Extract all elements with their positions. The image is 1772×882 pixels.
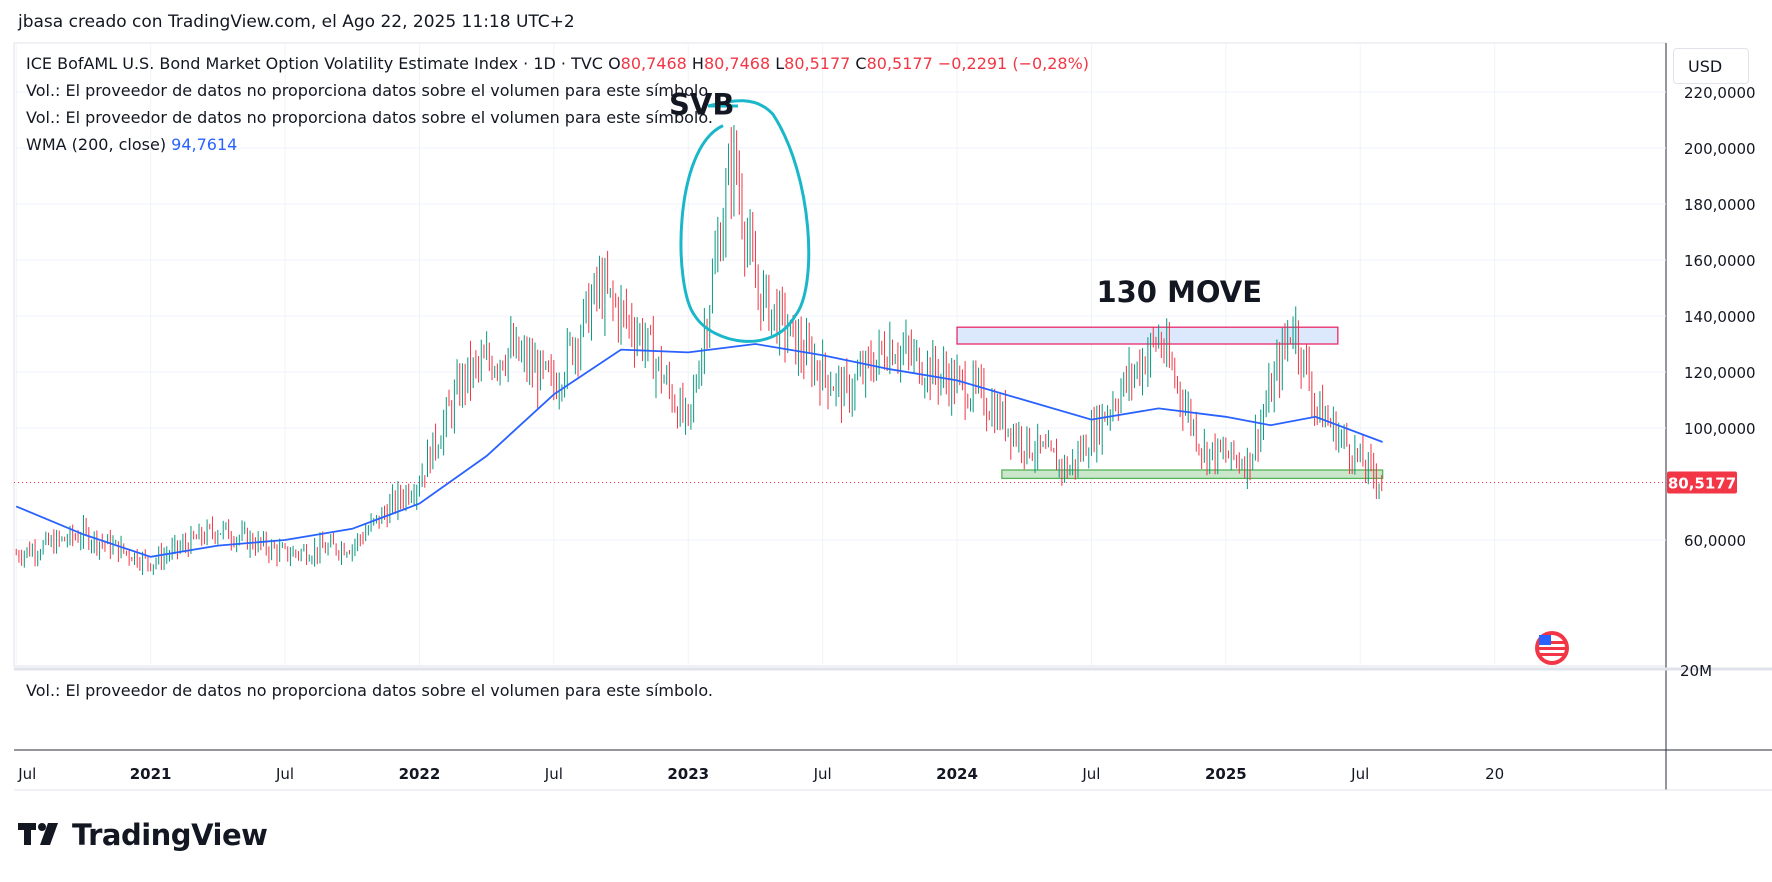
time-axis[interactable]: Jul 2021 Jul 2022 Jul 2023 Jul 2024 Jul 2025 Jul 20 <box>17 765 1504 783</box>
tradingview-logo-icon <box>18 823 58 845</box>
y-tick-label: 200,0000 <box>1684 140 1756 158</box>
legend-l-value: 80,5177 <box>784 54 851 73</box>
tradingview-logo[interactable]: TradingView <box>18 818 268 852</box>
svb-circle <box>679 99 811 343</box>
legend-l-label: L <box>775 54 785 73</box>
legend-volume-note-2: Vol.: El proveedor de datos no proporcio… <box>26 108 713 127</box>
chart-attribution: jbasa creado con TradingView.com, el Ago… <box>18 12 575 32</box>
us-flag-icon <box>1535 631 1569 665</box>
x-tick-label: 2023 <box>667 765 709 783</box>
legend-h-value: 80,7468 <box>703 54 771 73</box>
x-tick-label: 2022 <box>399 765 441 783</box>
y-tick-label: 220,0000 <box>1684 84 1756 102</box>
y-tick-label: 120,0000 <box>1684 364 1756 382</box>
legend-c-value: 80,5177 <box>866 54 933 73</box>
last-price-label: 80,5177 <box>1668 475 1736 493</box>
zones-layer <box>956 326 1384 480</box>
legend-wma-label: WMA (200, close) <box>26 135 167 154</box>
y-tick-label: 160,0000 <box>1684 252 1756 270</box>
x-tick-label: 2025 <box>1205 765 1247 783</box>
currency-selector[interactable]: USD <box>1673 48 1749 84</box>
y-tick-label: 140,0000 <box>1684 308 1756 326</box>
y-tick-label: 100,0000 <box>1684 420 1756 438</box>
legend-ohlc-row: ICE BofAML U.S. Bond Market Option Volat… <box>26 50 1089 77</box>
last-price-badge <box>1667 471 1737 494</box>
legend-symbol[interactable]: ICE BofAML U.S. Bond Market Option Volat… <box>26 54 603 73</box>
candles-layer <box>15 125 1383 576</box>
move-130-label: 130 MOVE <box>1096 275 1262 309</box>
x-tick-label: Jul <box>17 765 36 783</box>
legend-change: −0,2291 (−0,28%) <box>937 54 1090 73</box>
wma-layer <box>15 343 1383 558</box>
chart-legend: ICE BofAML U.S. Bond Market Option Volat… <box>26 50 1089 158</box>
x-tick-label: Jul <box>1350 765 1369 783</box>
volume-pane-note: Vol.: El proveedor de datos no proporcio… <box>26 681 713 700</box>
legend-wma-row[interactable]: WMA (200, close) 94,7614 <box>26 131 1089 158</box>
legend-o-value: 80,7468 <box>620 54 687 73</box>
price-axis[interactable]: 220,0000 200,0000 180,0000 160,0000 140,0000… <box>1684 84 1756 550</box>
legend-c-label: C <box>855 54 867 73</box>
x-tick-label: Jul <box>813 765 832 783</box>
y-tick-label: 60,0000 <box>1684 532 1746 550</box>
volume-axis-label: 20M <box>1680 662 1712 680</box>
legend-h-label: H <box>691 54 704 73</box>
x-tick-label: Jul <box>275 765 294 783</box>
x-tick-label: Jul <box>1081 765 1100 783</box>
x-tick-label: 2024 <box>936 765 978 783</box>
legend-o-label: O <box>608 54 621 73</box>
y-tick-label: 180,0000 <box>1684 196 1756 214</box>
legend-volume-note-1: Vol.: El proveedor de datos no proporcio… <box>26 81 713 100</box>
wma-200-line <box>15 343 1383 558</box>
svb-label: SVB <box>669 87 734 121</box>
x-tick-label: 2021 <box>130 765 172 783</box>
x-tick-label: 20 <box>1485 765 1504 783</box>
support-zone <box>1001 469 1384 480</box>
legend-wma-value: 94,7614 <box>171 135 238 154</box>
chart-grid <box>14 43 1666 666</box>
x-tick-label: Jul <box>544 765 563 783</box>
annotations-layer: 80,5177 SVB 130 MOVE <box>14 87 1737 494</box>
tradingview-wordmark: TradingView <box>72 818 268 852</box>
